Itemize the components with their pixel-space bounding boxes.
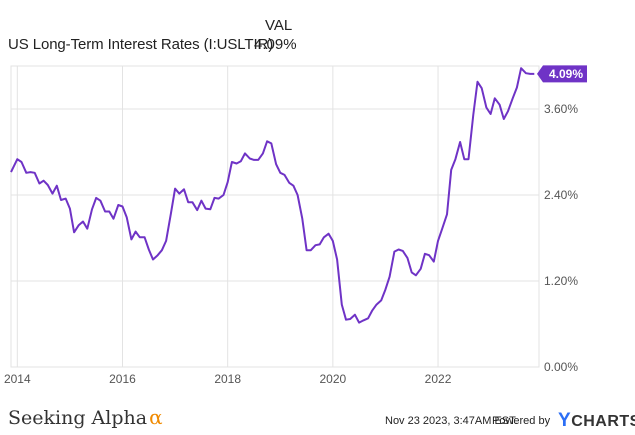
last-value-badge-shape [537,65,587,83]
grid-lines [10,65,540,368]
x-axis-ticks: 2014 2016 2018 2020 2022 [4,372,452,386]
x-tick-label: 2020 [319,372,346,386]
x-tick-label: 2022 [425,372,452,386]
y-tick-label: 0.00% [544,360,578,374]
series-layer [10,67,535,324]
x-tick-label: 2014 [4,372,31,386]
last-value-badge-label: 4.09% [549,67,583,81]
ycharts-y-icon: Y [558,410,572,431]
y-tick-label: 3.60% [544,102,578,116]
value-column-header: VAL [265,17,293,34]
y-tick-label: 2.40% [544,188,578,202]
y-tick-label: 1.20% [544,274,578,288]
powered-by-text: Powered by [492,415,551,427]
seeking-alpha-logo[interactable]: Seeking Alpha α [8,405,163,429]
x-tick-label: 2016 [109,372,136,386]
chart-legend-header: VAL US Long-Term Interest Rates (I:USLTI… [0,0,635,56]
y-axis-ticks: 0.00% 1.20% 2.40% 3.60% [544,102,578,374]
series-line[interactable] [10,67,535,324]
chart-timestamp: Nov 23 2023, 3:47AM EST. [385,415,518,427]
ycharts-wordmark: CHARTS [571,413,635,430]
last-value-badge: 4.09% [537,65,587,83]
alpha-symbol-icon: α [149,405,163,429]
line-chart[interactable]: 0.00% 1.20% 2.40% 3.60% 2014 2016 2018 2020 202… [0,0,635,400]
ycharts-logo[interactable]: YCHARTS [558,410,635,432]
series-current-value: 4.09% [254,36,297,53]
series-name-label[interactable]: US Long-Term Interest Rates (I:USLTIR) [8,36,274,53]
brand-name: Seeking Alpha [8,407,148,429]
x-tick-label: 2018 [214,372,241,386]
